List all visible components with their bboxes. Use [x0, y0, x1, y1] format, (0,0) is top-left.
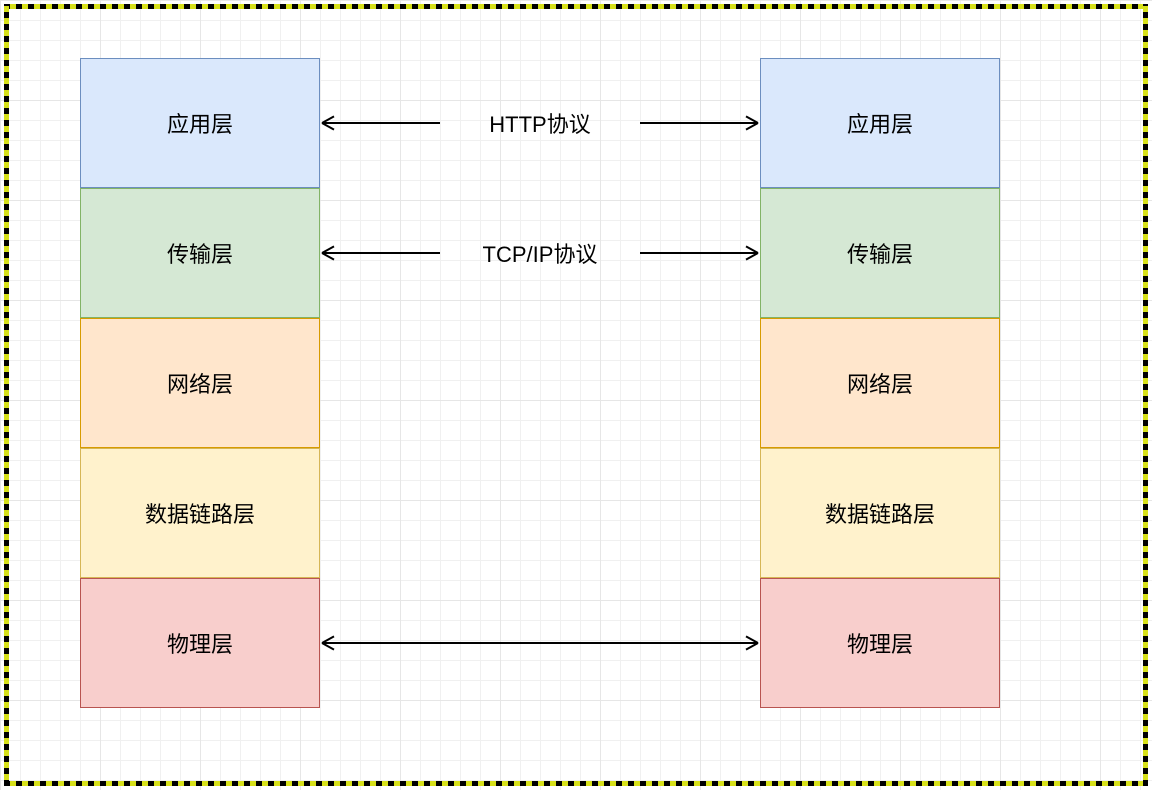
layer-label: 数据链路层 [145, 497, 255, 529]
layer-application: 应用层 [80, 58, 320, 188]
layer-physical: 物理层 [80, 578, 320, 708]
layer-label: 应用层 [847, 107, 913, 139]
layer-network: 网络层 [80, 318, 320, 448]
layer-label: 网络层 [847, 367, 913, 399]
layer-datalink: 数据链路层 [80, 448, 320, 578]
layer-transport: 传输层 [80, 188, 320, 318]
layer-stack-left: 应用层 传输层 网络层 数据链路层 物理层 [80, 58, 320, 708]
layer-physical: 物理层 [760, 578, 1000, 708]
layer-label: 数据链路层 [825, 497, 935, 529]
layer-transport: 传输层 [760, 188, 1000, 318]
layer-label: 传输层 [847, 237, 913, 269]
connector-label-tcpip: TCP/IP协议 [483, 237, 598, 269]
layer-label: 物理层 [167, 627, 233, 659]
layer-network: 网络层 [760, 318, 1000, 448]
layer-label: 传输层 [167, 237, 233, 269]
layer-label: 网络层 [167, 367, 233, 399]
diagram-canvas: 应用层 传输层 网络层 数据链路层 物理层 应用层 传输层 网络层 数据链路层 … [0, 0, 1152, 790]
layer-label: 应用层 [167, 107, 233, 139]
layer-application: 应用层 [760, 58, 1000, 188]
layer-stack-right: 应用层 传输层 网络层 数据链路层 物理层 [760, 58, 1000, 708]
connector-label-http: HTTP协议 [489, 107, 590, 139]
layer-datalink: 数据链路层 [760, 448, 1000, 578]
layer-label: 物理层 [847, 627, 913, 659]
